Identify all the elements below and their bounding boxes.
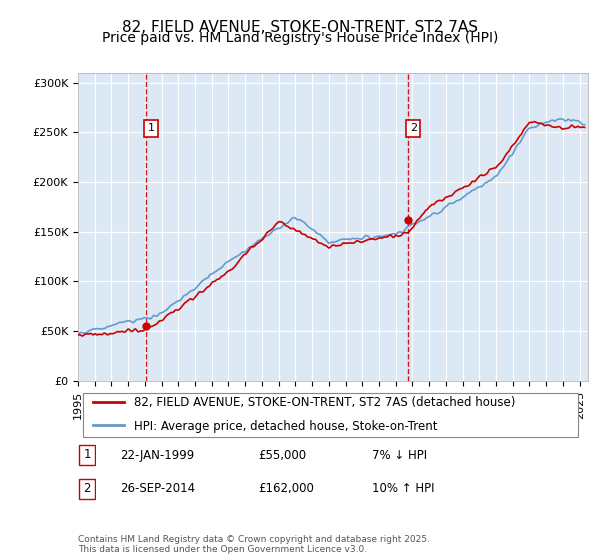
Text: 7% ↓ HPI: 7% ↓ HPI: [372, 449, 427, 462]
FancyBboxPatch shape: [83, 393, 578, 437]
Text: Contains HM Land Registry data © Crown copyright and database right 2025.
This d: Contains HM Land Registry data © Crown c…: [78, 535, 430, 554]
Text: 82, FIELD AVENUE, STOKE-ON-TRENT, ST2 7AS: 82, FIELD AVENUE, STOKE-ON-TRENT, ST2 7A…: [122, 20, 478, 35]
Text: 26-SEP-2014: 26-SEP-2014: [120, 482, 195, 496]
Text: 2: 2: [410, 123, 417, 133]
Text: 22-JAN-1999: 22-JAN-1999: [120, 449, 194, 462]
Text: HPI: Average price, detached house, Stoke-on-Trent: HPI: Average price, detached house, Stok…: [134, 420, 437, 433]
Text: 1: 1: [83, 449, 91, 461]
Text: £55,000: £55,000: [258, 449, 306, 462]
Text: 82, FIELD AVENUE, STOKE-ON-TRENT, ST2 7AS (detached house): 82, FIELD AVENUE, STOKE-ON-TRENT, ST2 7A…: [134, 396, 515, 409]
Text: 1: 1: [148, 123, 155, 133]
FancyBboxPatch shape: [79, 445, 95, 465]
FancyBboxPatch shape: [79, 478, 95, 498]
Text: 10% ↑ HPI: 10% ↑ HPI: [372, 482, 434, 496]
Text: 2: 2: [83, 482, 91, 495]
Text: £162,000: £162,000: [258, 482, 314, 496]
Text: Price paid vs. HM Land Registry's House Price Index (HPI): Price paid vs. HM Land Registry's House …: [102, 31, 498, 45]
